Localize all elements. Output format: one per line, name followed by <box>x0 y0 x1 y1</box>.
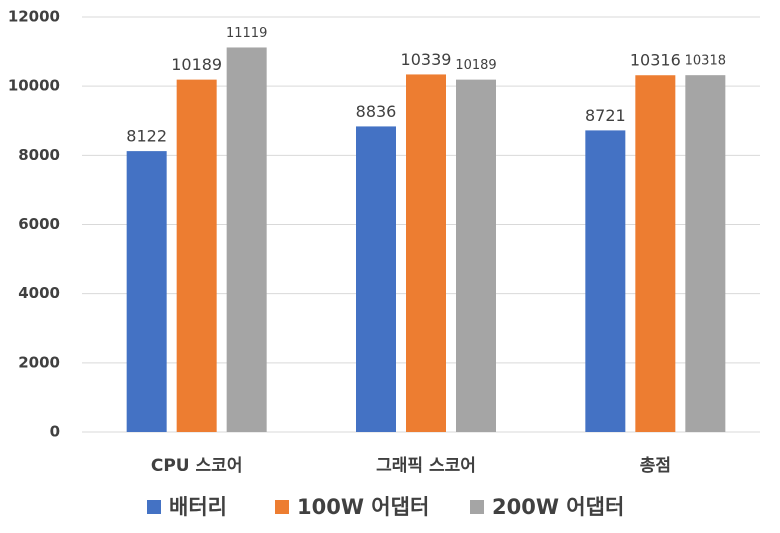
y-tick-label: 8000 <box>18 146 60 164</box>
y-tick-label: 12000 <box>8 8 60 26</box>
bar <box>356 126 396 433</box>
x-tick-label: 그래픽 스코어 <box>376 456 476 476</box>
bar <box>406 74 446 432</box>
value-label: 8721 <box>585 106 626 125</box>
y-tick-label: 2000 <box>18 353 60 371</box>
bar <box>176 79 217 432</box>
value-label: 11119 <box>226 26 267 41</box>
legend-label: 100W 어댑터 <box>297 495 429 519</box>
bar <box>126 151 167 432</box>
legend-swatch <box>275 500 289 514</box>
x-tick-label: 총점 <box>640 456 671 476</box>
value-label: 8836 <box>356 102 397 121</box>
x-tick-label: CPU 스코어 <box>151 456 243 476</box>
value-label: 10189 <box>171 55 222 74</box>
y-tick-label: 6000 <box>18 215 60 233</box>
value-label: 10316 <box>630 51 681 70</box>
value-label: 8122 <box>126 127 167 146</box>
legend-label: 200W 어댑터 <box>492 495 624 519</box>
value-label: 10189 <box>455 58 496 73</box>
legend-swatch <box>470 500 484 514</box>
value-label: 10318 <box>685 54 726 69</box>
bar <box>456 79 496 432</box>
y-tick-label: 0 <box>50 423 60 441</box>
value-label: 10339 <box>401 50 452 69</box>
bar <box>685 75 726 433</box>
bar <box>635 75 676 432</box>
bar <box>585 130 626 432</box>
legend-swatch <box>147 500 161 514</box>
legend-label: 배터리 <box>169 495 227 519</box>
bar <box>226 47 267 432</box>
y-tick-label: 10000 <box>8 77 60 95</box>
y-tick-label: 4000 <box>18 284 60 302</box>
